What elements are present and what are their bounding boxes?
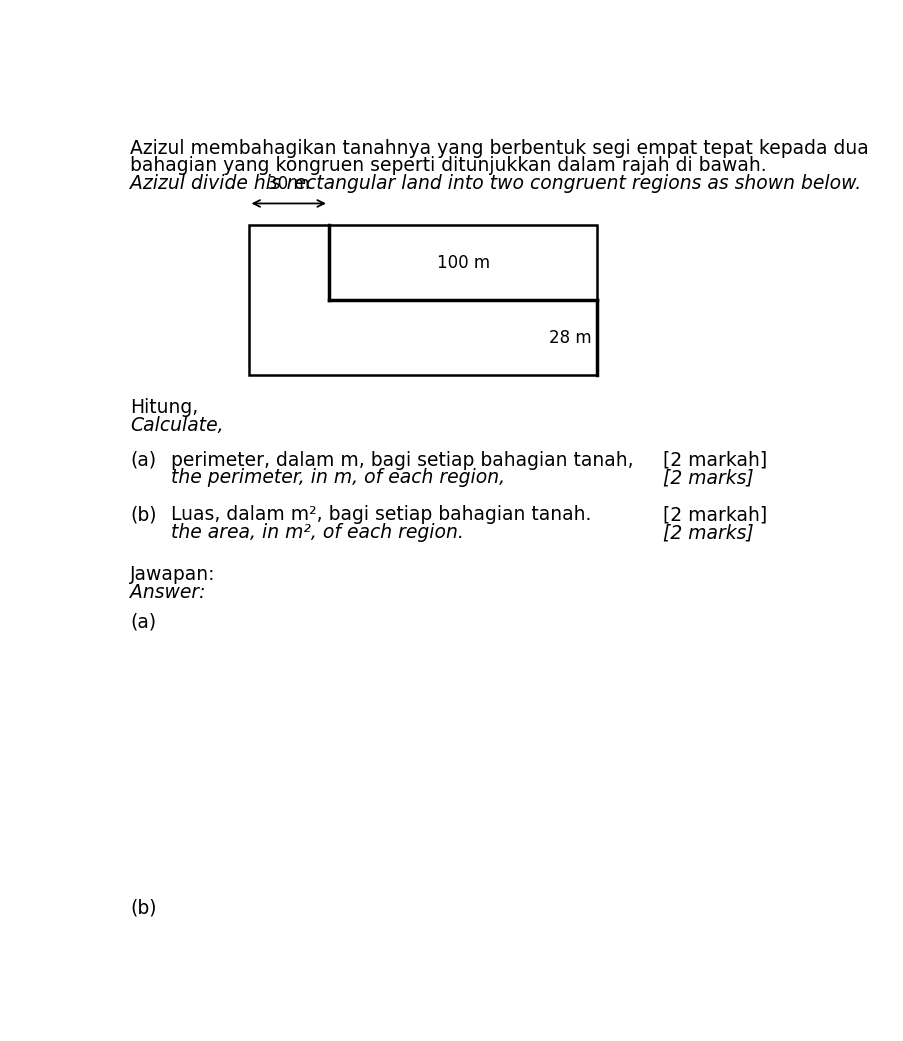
Text: Hitung,: Hitung, <box>130 399 198 417</box>
Bar <box>248 225 597 375</box>
Text: [2 markah]: [2 markah] <box>663 505 767 525</box>
Text: Calculate,: Calculate, <box>130 416 223 435</box>
Text: (a): (a) <box>130 612 156 631</box>
Text: bahagian yang kongruen seperti ditunjukkan dalam rajah di bawah.: bahagian yang kongruen seperti ditunjukk… <box>130 156 766 176</box>
Text: 30 m: 30 m <box>267 175 310 193</box>
Text: Answer:: Answer: <box>130 583 205 602</box>
Text: 28 m: 28 m <box>548 329 591 347</box>
Text: Jawapan:: Jawapan: <box>130 565 215 584</box>
Text: [2 marks]: [2 marks] <box>663 468 753 487</box>
Text: (b): (b) <box>130 505 156 525</box>
Text: Azizul divide his rectangular land into two congruent regions as shown below.: Azizul divide his rectangular land into … <box>130 174 861 194</box>
Text: perimeter, dalam m, bagi setiap bahagian tanah,: perimeter, dalam m, bagi setiap bahagian… <box>171 451 633 469</box>
Text: Luas, dalam m², bagi setiap bahagian tanah.: Luas, dalam m², bagi setiap bahagian tan… <box>171 505 591 525</box>
Text: Azizul membahagikan tanahnya yang berbentuk segi empat tepat kepada dua: Azizul membahagikan tanahnya yang berben… <box>130 138 868 158</box>
Text: (b): (b) <box>130 898 156 918</box>
Text: [2 marks]: [2 marks] <box>663 523 753 542</box>
Text: the perimeter, in m, of each region,: the perimeter, in m, of each region, <box>171 468 505 487</box>
Text: (a): (a) <box>130 451 156 469</box>
Text: the area, in m², of each region.: the area, in m², of each region. <box>171 523 463 542</box>
Text: [2 markah]: [2 markah] <box>663 451 767 469</box>
Text: 100 m: 100 m <box>436 254 489 272</box>
